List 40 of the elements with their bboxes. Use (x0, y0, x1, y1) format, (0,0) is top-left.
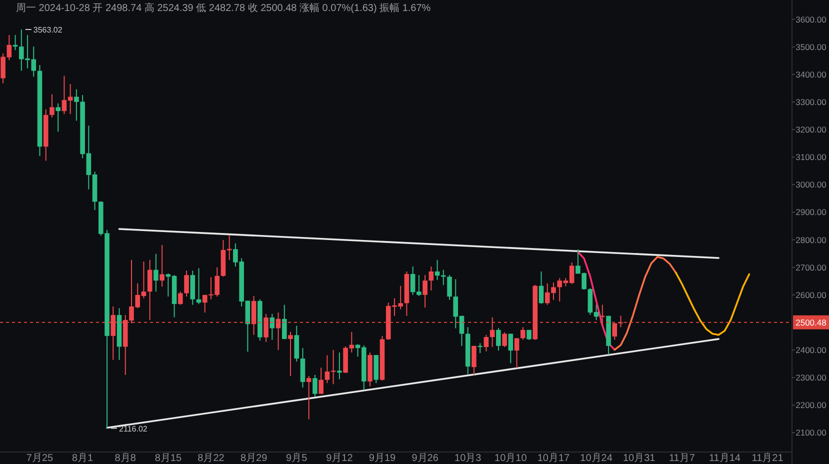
y-tick-label: 3400.00 (796, 69, 827, 80)
y-tick-label: 2200.00 (796, 400, 827, 410)
y-tick-label: 3200.00 (796, 124, 827, 135)
x-tick-label: 8月1 (72, 453, 94, 464)
y-tick-label: 2400.00 (796, 345, 827, 356)
annotation: 2116.02 (110, 424, 148, 434)
annotation: 3563.02 (24, 25, 62, 34)
x-tick-label: 11月7 (668, 453, 696, 464)
x-tick-label: 8月8 (114, 453, 136, 464)
x-tick-label: 8月22 (198, 453, 225, 464)
x-tick-label: 8月29 (240, 453, 268, 464)
x-tick-label: 9月5 (286, 453, 308, 464)
y-tick-label: 3100.00 (796, 152, 827, 162)
y-tick-label: 2800.00 (796, 234, 827, 245)
y-tick-label: 2300.00 (796, 372, 827, 383)
y-tick-label: 3000.00 (796, 180, 827, 190)
x-tick-label: 9月19 (368, 453, 396, 464)
annotation: 2116.02 (119, 424, 148, 434)
x-tick-label: 11月14 (708, 453, 741, 464)
y-tick-label: 2700.00 (796, 262, 827, 272)
x-tick-label: 10月17 (537, 453, 570, 464)
x-tick-label: 10月24 (580, 453, 613, 464)
x-tick-label: 7月25 (26, 453, 54, 464)
x-tick-label: 11月21 (752, 453, 784, 464)
x-tick-label: 9月26 (412, 453, 439, 464)
x-tick-label: 10月10 (494, 453, 528, 464)
y-tick-label: 2100.00 (796, 428, 827, 438)
y-tick-label: 3500.00 (796, 42, 827, 52)
y-tick-label: 2900.00 (796, 207, 827, 218)
ref-line: 2500.48 (0, 315, 829, 330)
y-tick-label: 2600.00 (796, 290, 827, 300)
ref-line-label: 2500.48 (796, 317, 827, 328)
y-tick-label: 3300.00 (796, 96, 827, 107)
x-tick-label: 9月12 (326, 453, 354, 464)
x-tick-label: 8月15 (154, 453, 182, 464)
y-tick-label: 3600.00 (796, 14, 827, 24)
x-tick-label: 10月3 (454, 453, 482, 464)
chart-title: 周一 2024-10-28 开 2498.74 高 2524.39 低 2482.78 收 2500.48 涨幅 0.07%(1.63) 振幅 1.67% (16, 2, 431, 14)
x-tick-label: 10月31 (622, 453, 656, 464)
annotation: 3563.02 (33, 25, 63, 34)
